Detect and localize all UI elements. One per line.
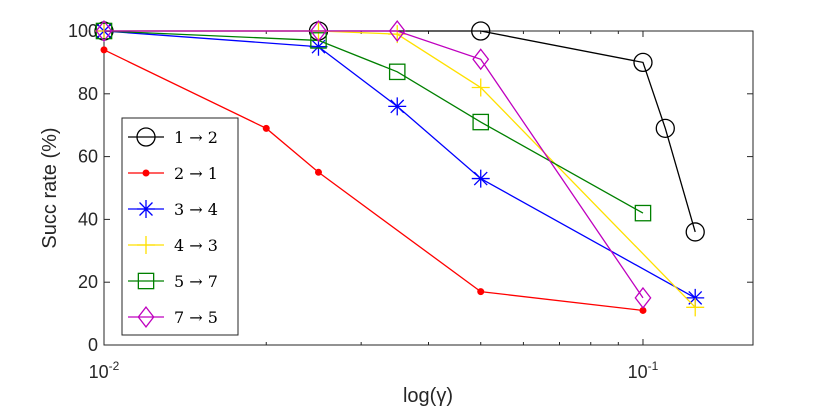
legend-marker	[137, 272, 155, 290]
legend-item: 1 → 2	[128, 127, 218, 147]
data-point	[388, 63, 406, 81]
legend-marker	[142, 169, 150, 177]
legend-item: 5 → 7	[128, 272, 218, 291]
data-point	[471, 78, 490, 97]
data-point	[314, 168, 322, 176]
y-tick-label: 80	[78, 84, 98, 104]
data-point	[655, 118, 675, 138]
legend-item: 4 → 3	[128, 236, 218, 255]
x-tick-exponent: -1	[648, 359, 659, 373]
data-point	[686, 288, 705, 307]
legend-marker	[137, 306, 155, 328]
legend-marker	[137, 236, 155, 254]
x-axis-ticks: 10-2 10-1	[89, 31, 659, 382]
legend-label: 1 → 2	[174, 128, 218, 147]
legend-marker	[136, 127, 156, 147]
legend-label: 3 → 4	[174, 200, 218, 219]
legend-label: 7 → 5	[174, 308, 218, 327]
y-tick-label: 100	[68, 21, 98, 41]
data-point	[472, 113, 490, 131]
series-line	[103, 30, 644, 214]
data-point	[686, 298, 705, 317]
series-5	[95, 22, 652, 222]
x-tick-label: 10-2	[89, 359, 120, 382]
series-3	[95, 22, 705, 307]
data-point	[634, 286, 652, 309]
data-point	[471, 169, 490, 188]
data-point	[685, 222, 705, 242]
data-point	[634, 204, 652, 222]
legend-label: 4 → 3	[174, 236, 218, 255]
legend-box	[121, 117, 239, 336]
series-6	[95, 20, 652, 309]
legend: 1 → 2 2 → 1 3 → 4 4 → 3 5 → 7 7 → 5	[121, 117, 239, 336]
x-axis-label: log(γ)	[403, 385, 453, 407]
x-tick-exponent: -2	[109, 359, 120, 373]
data-point	[310, 20, 327, 42]
legend-label: 2 → 1	[174, 164, 218, 183]
y-tick-label: 60	[78, 147, 98, 167]
data-point	[95, 20, 113, 42]
data-point	[388, 20, 406, 42]
legend-item: 7 → 5	[128, 306, 218, 328]
legend-marker	[137, 200, 155, 218]
y-axis-label: Succ rate (%)	[39, 127, 61, 248]
data-point	[471, 21, 491, 41]
data-point	[310, 32, 327, 49]
data-point	[100, 46, 108, 54]
x-tick-base: 10	[628, 362, 648, 382]
legend-item: 2 → 1	[128, 164, 218, 183]
series-line	[104, 30, 644, 299]
x-tick-label: 10-1	[628, 359, 659, 382]
data-point	[472, 48, 490, 71]
y-tick-label: 0	[88, 335, 98, 355]
x-tick-base: 10	[89, 362, 109, 382]
y-tick-label: 20	[78, 272, 98, 292]
series-2	[100, 46, 647, 314]
legend-item: 3 → 4	[128, 200, 218, 219]
y-tick-label: 40	[78, 209, 98, 229]
legend-label: 5 → 7	[174, 272, 218, 291]
data-point	[262, 124, 270, 132]
data-point	[633, 52, 653, 73]
y-axis-ticks: 0 20 40 60 80 100	[68, 21, 753, 355]
data-point	[388, 97, 407, 116]
data-point	[477, 288, 485, 296]
data-point	[309, 37, 328, 56]
series-layer	[94, 20, 705, 317]
